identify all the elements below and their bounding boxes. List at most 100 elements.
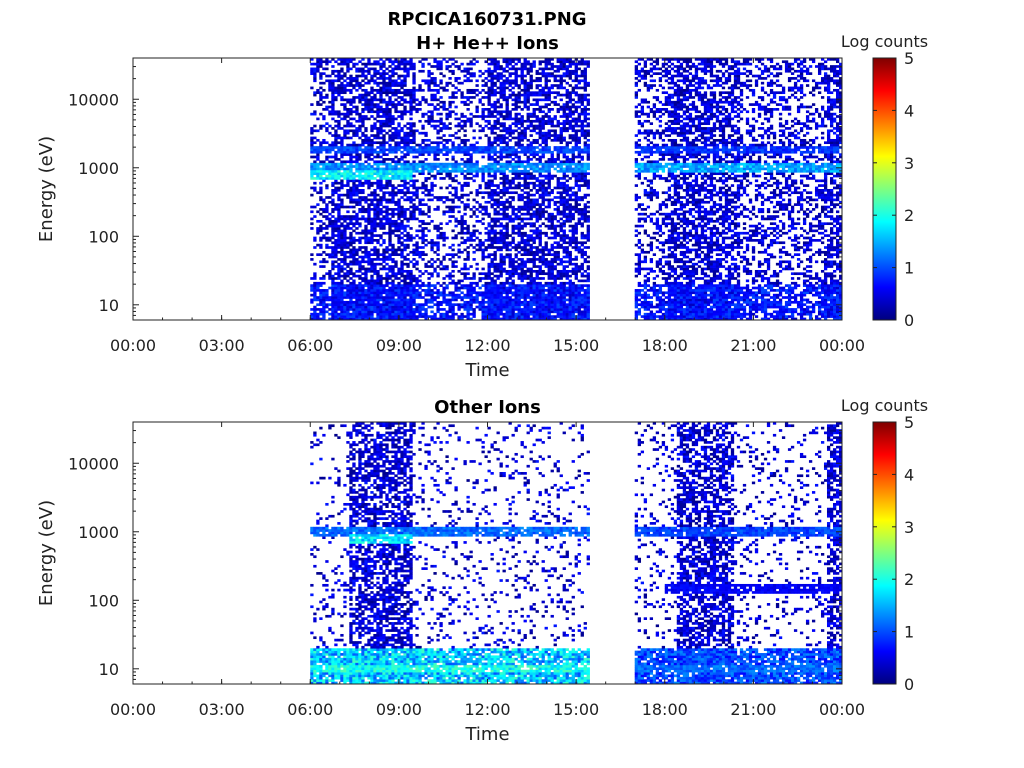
heatmap-cell (403, 312, 407, 316)
heatmap-cell (436, 136, 440, 140)
heatmap-cell (535, 269, 539, 273)
heatmap-cell (484, 134, 488, 137)
heatmap-cell (532, 115, 536, 118)
heatmap-cell (358, 98, 362, 102)
heatmap-cell (388, 241, 392, 245)
heatmap-cell (418, 315, 422, 318)
heatmap-cell (493, 203, 497, 206)
heatmap-cell (406, 189, 410, 192)
heatmap-cell (499, 200, 503, 204)
heatmap-cell (382, 138, 386, 142)
heatmap-cell (490, 193, 494, 197)
heatmap-cell (331, 86, 335, 90)
heatmap-cell (334, 131, 338, 135)
heatmap-cell (325, 231, 329, 235)
heatmap-cell (433, 148, 437, 152)
heatmap-cell (493, 315, 497, 318)
heatmap-cell (331, 79, 335, 83)
heatmap-cell (319, 293, 323, 297)
heatmap-cell (379, 298, 383, 302)
heatmap-cell (322, 215, 326, 218)
heatmap-cell (424, 312, 428, 316)
heatmap-cell (466, 227, 470, 230)
heatmap-cell (448, 274, 452, 278)
heatmap-cell (415, 250, 419, 254)
heatmap-cell (532, 198, 536, 202)
heatmap-cell (352, 250, 356, 254)
heatmap-cell (358, 203, 362, 206)
heatmap-cell (523, 253, 527, 256)
heatmap-cell (514, 284, 518, 287)
heatmap-cell (463, 231, 467, 235)
heatmap-cell (346, 172, 350, 176)
heatmap-cell (379, 179, 383, 183)
heatmap-cell (391, 296, 395, 299)
heatmap-cell (469, 91, 473, 95)
heatmap-cell (430, 193, 434, 197)
heatmap-cell (412, 65, 416, 68)
heatmap-cell (502, 239, 506, 242)
heatmap-cell (499, 93, 503, 97)
heatmap-cell (487, 277, 491, 280)
heatmap-cell (493, 265, 497, 268)
heatmap-cell (346, 67, 350, 71)
heatmap-cell (478, 136, 482, 140)
heatmap-cell (412, 193, 416, 197)
heatmap-cell (394, 88, 398, 92)
heatmap-cell (430, 165, 434, 168)
heatmap-cell (367, 255, 371, 259)
heatmap-cell (379, 184, 383, 187)
heatmap-cell (343, 253, 347, 256)
heatmap-cell (385, 222, 389, 226)
heatmap-cell (532, 296, 536, 299)
heatmap-cell (520, 129, 524, 133)
heatmap-cell (445, 265, 449, 268)
heatmap-cell (370, 200, 374, 204)
heatmap-cell (331, 250, 335, 254)
heatmap-cell (376, 248, 380, 252)
heatmap-cell (340, 88, 344, 92)
heatmap-cell (349, 215, 353, 218)
heatmap-cell (388, 179, 392, 183)
heatmap-cell (502, 281, 506, 285)
heatmap-cell (394, 150, 398, 154)
heatmap-cell (394, 191, 398, 195)
heatmap-cell (319, 291, 323, 295)
heatmap-cell (391, 267, 395, 271)
heatmap-cell (313, 181, 317, 185)
heatmap-cell (463, 122, 467, 125)
heatmap-cell (481, 243, 485, 247)
heatmap-cell (373, 208, 377, 211)
heatmap-cell (391, 274, 395, 278)
heatmap-cell (433, 96, 437, 99)
heatmap-cell (499, 312, 503, 316)
heatmap-cell (460, 315, 464, 318)
heatmap-cell (328, 217, 332, 221)
heatmap-cell (358, 231, 362, 235)
heatmap-cell (325, 93, 329, 97)
heatmap-cell (337, 234, 341, 237)
heatmap-cell (322, 108, 326, 111)
heatmap-cell (448, 315, 452, 318)
heatmap-cell (514, 208, 518, 211)
heatmap-cell (412, 315, 416, 318)
heatmap-cell (436, 129, 440, 133)
heatmap-cell (502, 91, 506, 95)
heatmap-cell (355, 62, 359, 66)
heatmap-cell (427, 210, 431, 214)
heatmap-cell (508, 317, 512, 321)
heatmap-cell (325, 74, 329, 78)
heatmap-cell (388, 162, 392, 166)
heatmap-cell (409, 129, 413, 133)
heatmap-cell (421, 169, 425, 173)
heatmap-cell (409, 274, 413, 278)
heatmap-cell (526, 315, 530, 318)
heatmap-cell (385, 315, 389, 318)
heatmap-cell (415, 208, 419, 211)
heatmap-cell (466, 181, 470, 185)
heatmap-cell (406, 272, 410, 276)
heatmap-cell (499, 105, 503, 109)
heatmap-cell (451, 62, 455, 66)
heatmap-cell (535, 296, 539, 299)
